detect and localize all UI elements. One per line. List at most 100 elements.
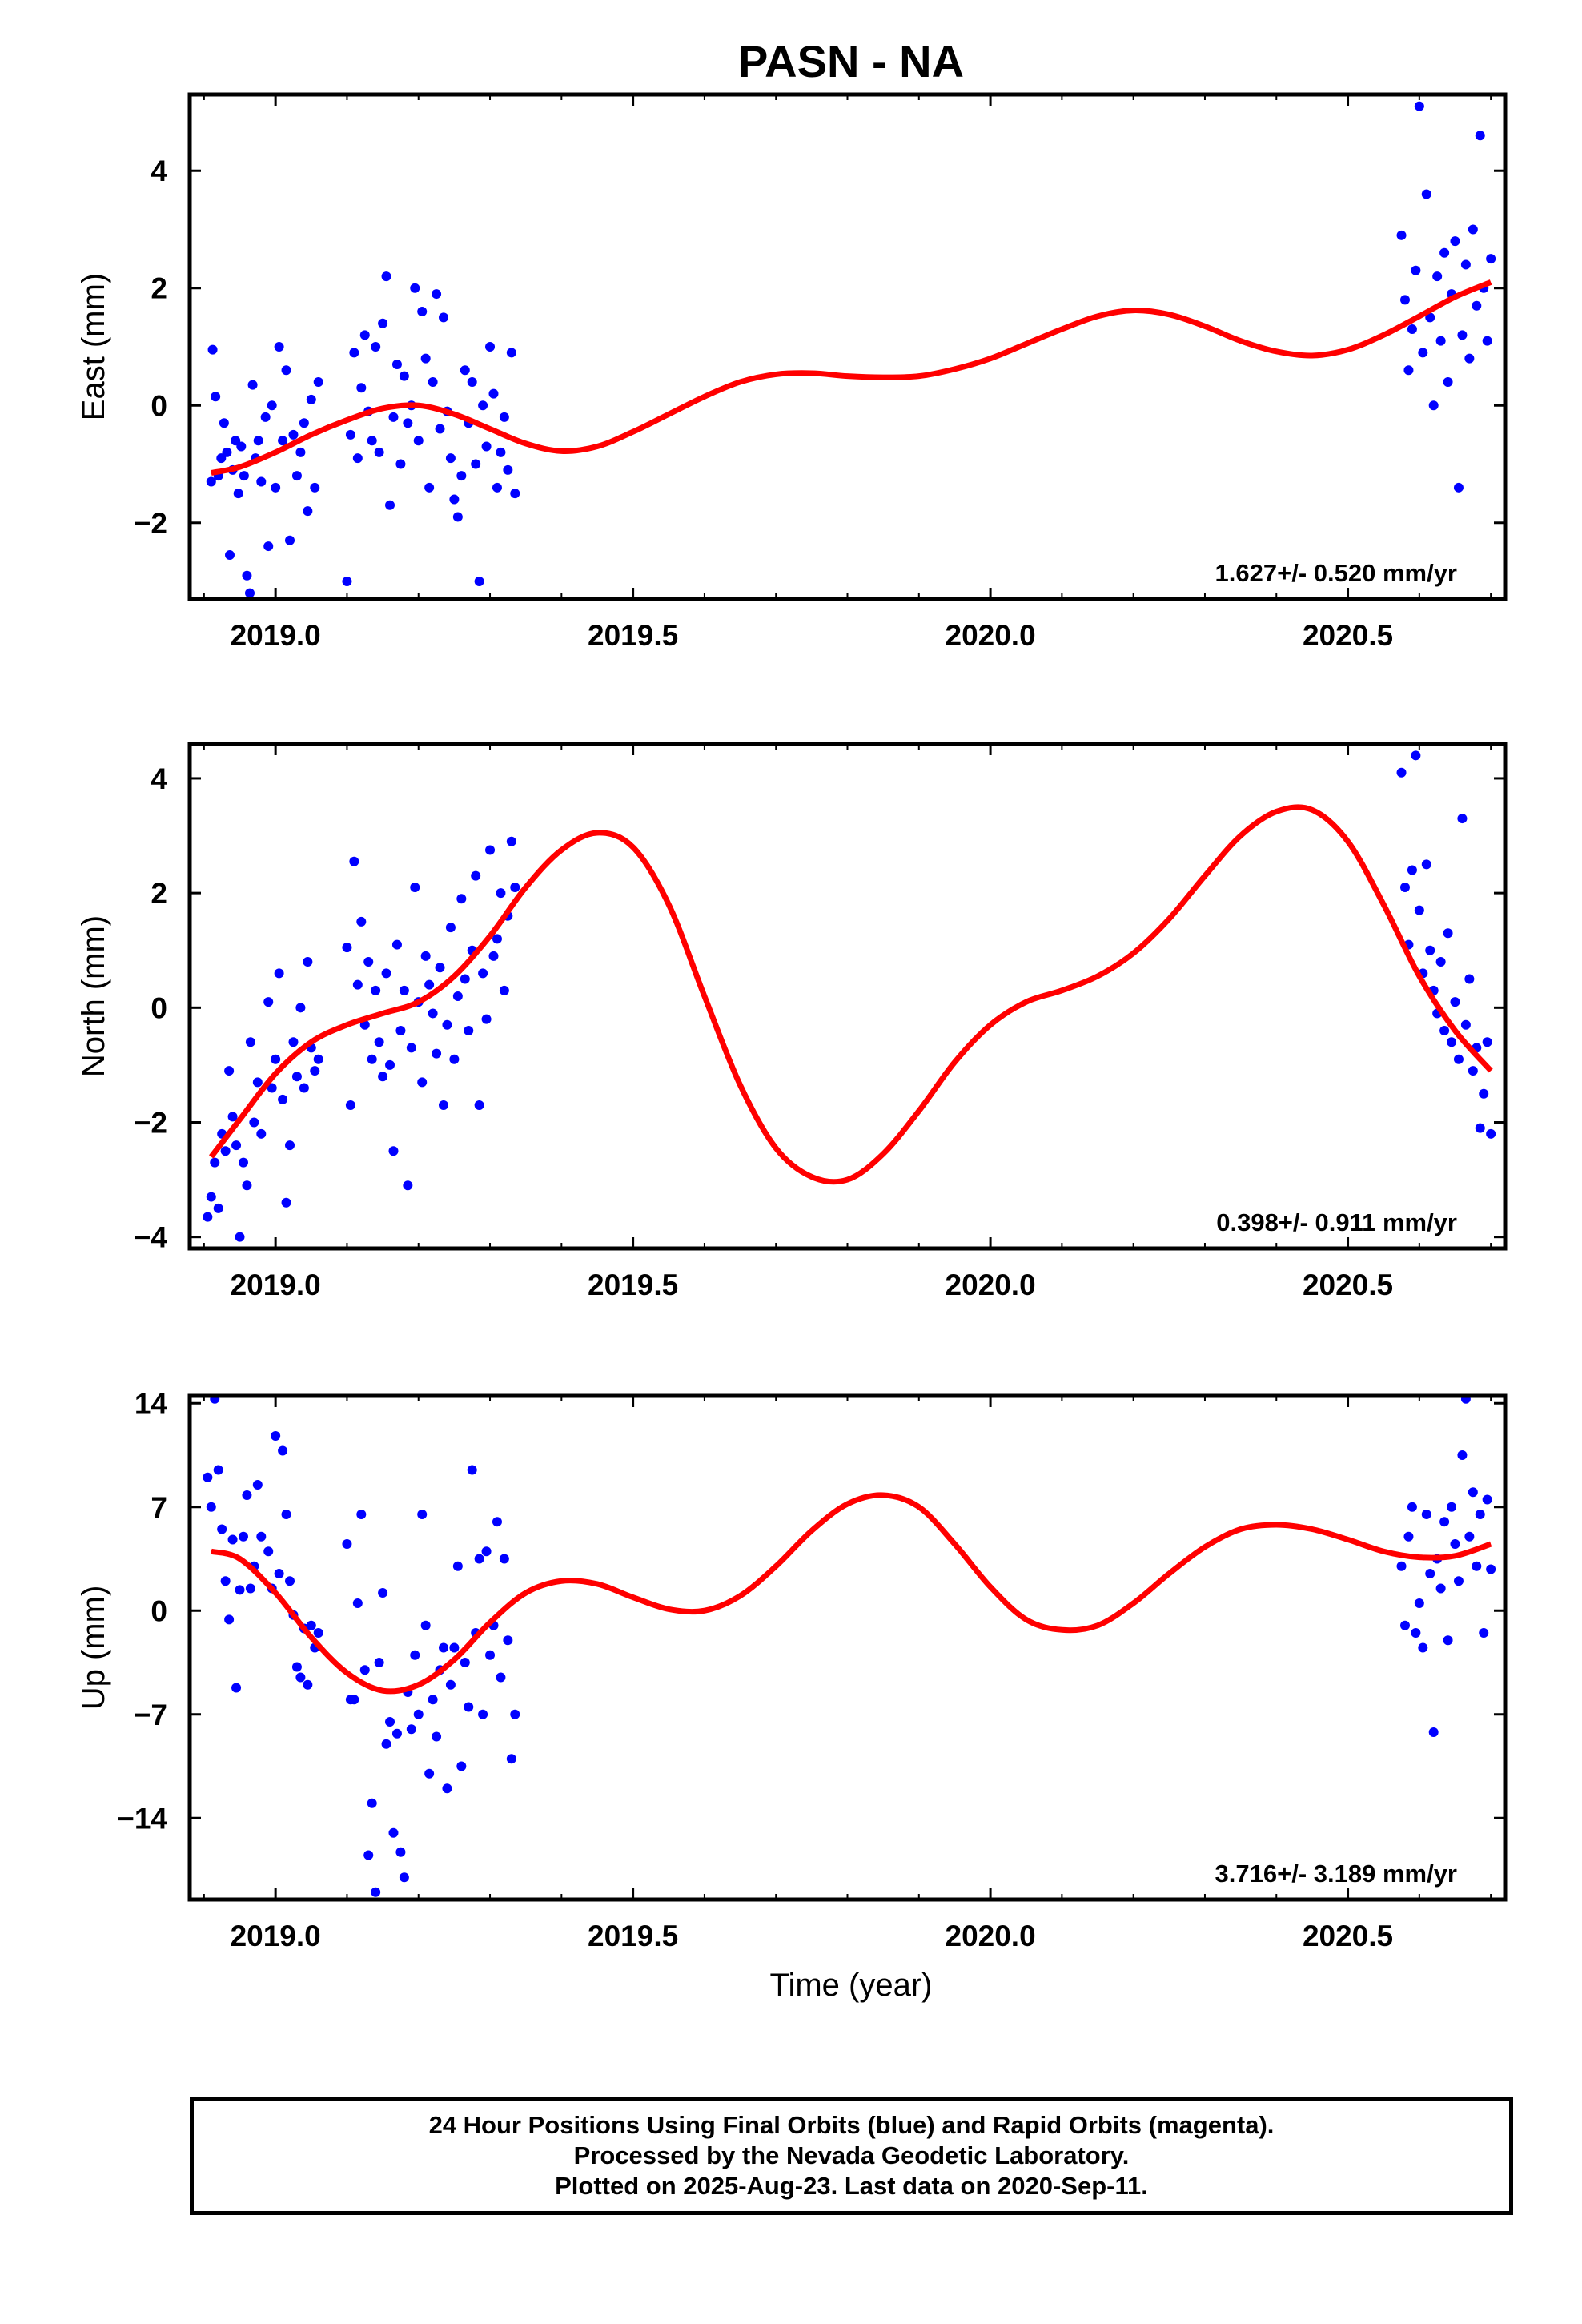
- data-point: [1472, 300, 1482, 311]
- data-point: [303, 957, 313, 967]
- data-point: [352, 1598, 363, 1608]
- data-point: [1399, 1620, 1410, 1630]
- data-point: [224, 1066, 235, 1076]
- data-point: [227, 1112, 238, 1122]
- data-point: [506, 1754, 516, 1764]
- data-point: [345, 1100, 355, 1111]
- x-tick-label: 2019.5: [588, 1269, 678, 1301]
- data-point: [206, 1502, 216, 1512]
- data-point: [452, 991, 463, 1001]
- data-point: [1460, 259, 1471, 270]
- data-point: [1464, 1531, 1475, 1542]
- data-point: [467, 1465, 477, 1475]
- data-point: [371, 1887, 381, 1897]
- fit-curve: [210, 1492, 1492, 1695]
- data-point: [456, 894, 467, 904]
- rate-label: 3.716+/- 3.189 mm/yr: [1215, 1860, 1457, 1888]
- data-point: [1464, 353, 1475, 364]
- data-point: [1435, 957, 1446, 967]
- data-point: [492, 482, 502, 493]
- rate-label: 0.398+/- 0.911 mm/yr: [1216, 1208, 1457, 1236]
- y-axis-label: North (mm): [76, 915, 111, 1077]
- data-point: [1407, 324, 1417, 335]
- data-point: [371, 342, 381, 352]
- data-point: [1479, 1628, 1489, 1638]
- data-point: [1486, 1128, 1496, 1139]
- data-point: [1450, 236, 1460, 247]
- data-point: [432, 289, 442, 300]
- data-point: [253, 436, 263, 446]
- data-point: [213, 1465, 223, 1475]
- data-point: [303, 1679, 313, 1690]
- data-point: [478, 968, 488, 979]
- data-point: [303, 506, 313, 517]
- x-axis-label: Time (year): [770, 1968, 933, 2003]
- data-point: [349, 856, 359, 866]
- data-point: [356, 1510, 367, 1519]
- data-point: [474, 1554, 484, 1564]
- data-point: [1486, 254, 1496, 264]
- data-point: [1399, 295, 1410, 305]
- data-point: [481, 1014, 492, 1024]
- data-point: [388, 1146, 399, 1156]
- data-point: [1414, 1598, 1424, 1608]
- data-point: [391, 359, 402, 369]
- plot-frame: [187, 92, 1508, 601]
- data-point: [281, 365, 291, 376]
- y-tick-label: 0: [151, 389, 167, 422]
- x-tick-label: 2020.0: [946, 1920, 1036, 1952]
- y-tick-label: −2: [134, 507, 167, 540]
- data-point: [496, 888, 506, 899]
- x-tick-label: 2019.5: [588, 619, 678, 652]
- data-point: [1407, 1502, 1417, 1512]
- x-tick-label: 2020.5: [1303, 1920, 1393, 1952]
- data-point: [242, 1490, 252, 1500]
- data-point: [1468, 1066, 1478, 1076]
- data-point: [310, 482, 320, 493]
- data-point: [1421, 859, 1431, 870]
- data-point: [1475, 1510, 1485, 1519]
- data-point: [349, 1695, 359, 1705]
- data-point: [1435, 336, 1446, 346]
- data-point: [1425, 312, 1435, 323]
- data-point: [467, 376, 477, 387]
- x-tick-label: 2019.5: [588, 1920, 678, 1952]
- footer-line-2: Processed by the Nevada Geodetic Laborat…: [573, 2141, 1130, 2169]
- data-point: [391, 1728, 402, 1739]
- data-point: [1418, 348, 1428, 358]
- data-point: [385, 500, 396, 510]
- data-point: [1421, 1510, 1431, 1519]
- data-point: [231, 1140, 242, 1151]
- data-point: [291, 1662, 302, 1672]
- data-point: [381, 968, 391, 979]
- data-point: [310, 1066, 320, 1076]
- data-point: [363, 1850, 374, 1860]
- panel-2: 2019.0 2019.5 2020.0 2020.5 −4 −2 0 2 4 North (mm…: [76, 742, 1508, 1301]
- data-point: [424, 979, 435, 990]
- data-point: [220, 1576, 231, 1586]
- data-point: [295, 447, 306, 457]
- data-point: [413, 1709, 424, 1719]
- data-point: [396, 1847, 406, 1857]
- data-point: [381, 271, 391, 282]
- y-tick-label: 0: [151, 1594, 167, 1627]
- data-point: [1479, 1088, 1489, 1099]
- data-point: [213, 1203, 223, 1213]
- data-point: [378, 318, 388, 328]
- data-point: [352, 453, 363, 464]
- data-point: [506, 836, 516, 846]
- data-points: [203, 750, 1496, 1242]
- data-point: [1472, 1561, 1482, 1571]
- data-point: [256, 1531, 267, 1542]
- data-point: [403, 1180, 413, 1191]
- data-point: [236, 441, 247, 452]
- data-point: [410, 882, 420, 892]
- data-point: [417, 1077, 428, 1088]
- data-point: [410, 1650, 420, 1660]
- data-point: [403, 418, 413, 428]
- data-point: [256, 476, 267, 487]
- data-point: [410, 283, 420, 293]
- data-point: [460, 365, 470, 376]
- panels: 2019.0 2019.5 2020.0 2020.5 −2 0 2 4 East (mm) 1.…: [76, 92, 1508, 1952]
- data-point: [445, 923, 456, 933]
